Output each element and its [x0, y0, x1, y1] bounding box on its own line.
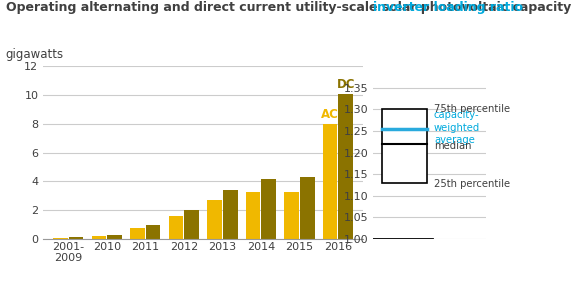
- Text: median: median: [434, 141, 471, 151]
- Text: DC: DC: [336, 78, 355, 91]
- Text: 25th percentile: 25th percentile: [434, 179, 510, 189]
- Text: inverter loading ratio: inverter loading ratio: [373, 1, 523, 14]
- Bar: [323, 124, 338, 239]
- Text: 75th percentile: 75th percentile: [434, 104, 510, 113]
- Text: Operating alternating and direct current utility-scale solar photovoltaic capaci: Operating alternating and direct current…: [6, 1, 576, 14]
- Bar: [300, 177, 314, 239]
- Bar: [69, 237, 84, 239]
- Bar: [382, 109, 427, 183]
- Bar: [207, 200, 222, 239]
- Bar: [223, 190, 237, 239]
- Bar: [107, 235, 122, 239]
- Bar: [53, 238, 67, 239]
- Bar: [184, 210, 199, 239]
- Text: gigawatts: gigawatts: [6, 48, 64, 60]
- Bar: [92, 236, 106, 239]
- Text: capacity-
weighted
average: capacity- weighted average: [434, 110, 480, 145]
- Bar: [245, 192, 260, 239]
- Bar: [169, 216, 183, 239]
- Text: AC: AC: [321, 108, 339, 121]
- Bar: [284, 192, 299, 239]
- Bar: [130, 228, 145, 239]
- Bar: [339, 94, 353, 239]
- Bar: [146, 225, 161, 239]
- Bar: [262, 179, 276, 239]
